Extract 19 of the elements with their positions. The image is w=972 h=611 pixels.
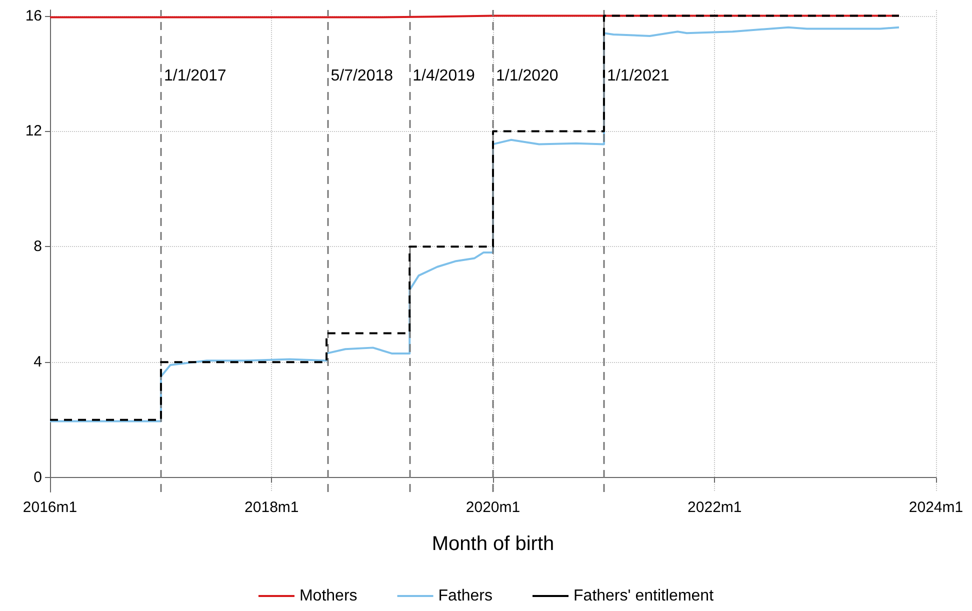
ref-line-label: 1/1/2021 — [606, 68, 670, 84]
ref-line-label: 1/1/2020 — [496, 68, 558, 84]
legend-label: Fathers — [438, 588, 493, 604]
y-tick-label: 16 — [25, 7, 42, 24]
x-tick-label: 2020m1 — [466, 499, 520, 516]
y-tick-label: 8 — [34, 238, 42, 256]
ref-line-label: 1/4/2019 — [412, 68, 475, 84]
ref-line-label: 1/1/2017 — [164, 68, 226, 84]
y-tick-label: 4 — [34, 354, 42, 371]
x-tick-label: 2024m1 — [908, 499, 964, 516]
legend-label: Mothers — [299, 588, 358, 604]
x-axis-title: Month of birth — [432, 533, 554, 555]
y-tick-label: 0 — [34, 469, 42, 486]
x-tick-label: 2018m1 — [244, 499, 299, 516]
x-tick-label: 2022m1 — [688, 499, 742, 516]
ref-line-label: 5/7/2018 — [330, 68, 394, 84]
y-tick-label: 12 — [25, 122, 42, 140]
legend-label: Fathers' entitlement — [574, 588, 714, 604]
x-tick-label: 2016m1 — [22, 499, 78, 516]
